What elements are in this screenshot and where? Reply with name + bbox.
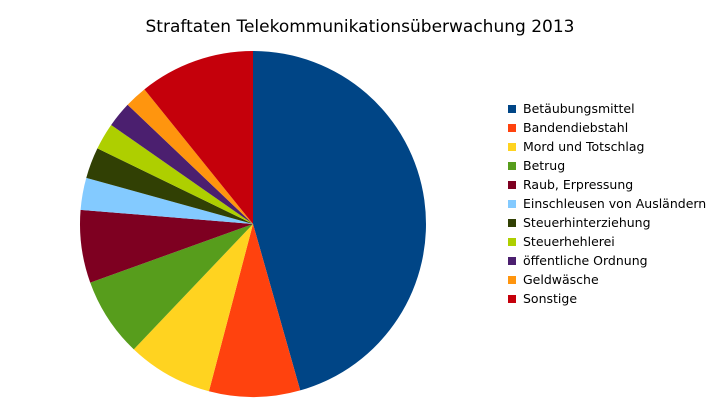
legend-label: Betäubungsmittel xyxy=(523,101,635,116)
legend-swatch xyxy=(508,123,516,132)
pie-slice-3 xyxy=(90,224,253,350)
legend-item: Einschleusen von Ausländern xyxy=(508,194,706,213)
pie-slice-2 xyxy=(133,224,253,392)
legend-label: Einschleusen von Ausländern xyxy=(523,196,707,211)
legend-label: Steuerhinterziehung xyxy=(523,215,651,230)
legend-item: Steuerhehlerei xyxy=(508,232,706,251)
legend-item: Geldwäsche xyxy=(508,270,706,289)
legend-label: Sonstige xyxy=(523,291,578,306)
pie-slice-5 xyxy=(80,177,253,224)
legend-label: öffentliche Ordnung xyxy=(523,253,648,268)
legend-swatch xyxy=(508,237,516,246)
legend-item: Mord und Totschlag xyxy=(508,137,706,156)
legend: Betäubungsmittel Bandendiebstahl Mord und … xyxy=(508,99,706,308)
pie-slice-8 xyxy=(111,104,254,224)
legend-label: Steuerhehlerei xyxy=(523,234,615,249)
legend-item: öffentliche Ordnung xyxy=(508,251,706,270)
legend-swatch xyxy=(508,218,516,227)
legend-label: Bandendiebstahl xyxy=(523,120,629,135)
pie-slice-6 xyxy=(86,148,253,224)
legend-item: Steuerhinterziehung xyxy=(508,213,706,232)
legend-swatch xyxy=(508,104,516,113)
pie-slice-9 xyxy=(127,89,253,224)
legend-swatch xyxy=(508,294,516,303)
legend-swatch xyxy=(508,275,516,284)
pie-slice-7 xyxy=(97,124,254,224)
legend-label: Mord und Totschlag xyxy=(523,139,645,154)
legend-swatch xyxy=(508,142,516,151)
legend-item: Raub, Erpressung xyxy=(508,175,706,194)
legend-label: Geldwäsche xyxy=(523,272,599,287)
legend-item: Betäubungsmittel xyxy=(508,99,706,118)
legend-swatch xyxy=(508,180,516,189)
legend-item: Sonstige xyxy=(508,289,706,308)
pie-slice-1 xyxy=(208,224,301,397)
legend-swatch xyxy=(508,161,516,170)
legend-swatch xyxy=(508,199,516,208)
chart-title: Straftaten Telekommunikationsüberwachung… xyxy=(145,17,575,37)
legend-label: Betrug xyxy=(523,158,566,173)
legend-label: Raub, Erpressung xyxy=(523,177,634,192)
pie-slice-0 xyxy=(253,51,426,391)
pie-slice-4 xyxy=(80,209,253,283)
legend-swatch xyxy=(508,256,516,265)
pie-slice-10 xyxy=(144,51,253,224)
legend-item: Betrug xyxy=(508,156,706,175)
legend-item: Bandendiebstahl xyxy=(508,118,706,137)
